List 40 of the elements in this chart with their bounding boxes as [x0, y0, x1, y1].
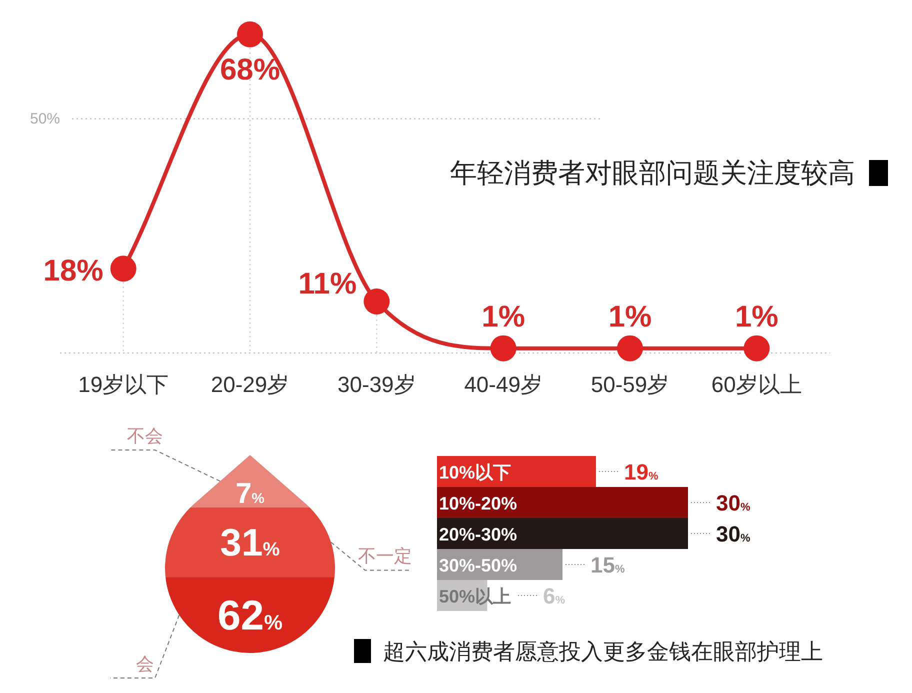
data-label: 62%: [217, 592, 283, 639]
point: [364, 288, 390, 314]
data-label: 30%: [716, 522, 750, 546]
data-label: 11%: [298, 267, 357, 300]
x-tick-label: 60岁以上: [711, 372, 802, 397]
data-label: 6%: [543, 584, 566, 608]
y-tick-label: 50%以上: [439, 586, 512, 606]
text: 超六成消费者愿意投入更多金钱在眼部护理上: [383, 639, 823, 664]
bar: [437, 518, 688, 549]
point: [110, 256, 136, 282]
y-tick-label: 20%-30%: [439, 524, 518, 544]
bar: [437, 456, 596, 487]
y-tick-label: 10%-20%: [439, 494, 518, 514]
x-tick-label: 30-39岁: [338, 372, 416, 397]
category-label: 不会: [127, 426, 163, 446]
ref-line-label: 50%: [30, 110, 60, 128]
data-label: 31%: [220, 522, 280, 565]
y-tick-label: 10%以下: [439, 462, 512, 482]
bar: [437, 487, 688, 518]
x-tick-label: 19岁以下: [78, 372, 169, 397]
data-label: 1%: [734, 300, 778, 334]
data-label: 1%: [608, 300, 652, 334]
point: [744, 335, 770, 362]
text: 年轻消费者对眼部问题关注度较高: [450, 158, 855, 188]
x-tick-label: 40-49岁: [464, 372, 542, 397]
data-label: 1%: [482, 300, 526, 334]
category-label: 不一定: [358, 546, 412, 566]
data-label: 18%: [43, 254, 104, 288]
data-label: 7%: [236, 478, 265, 510]
data-label: 19%: [624, 460, 658, 484]
point: [617, 335, 643, 362]
data-label: 68%: [220, 53, 280, 86]
data-label: 15%: [590, 552, 625, 578]
data-label: 30%: [716, 490, 750, 516]
point: [490, 335, 516, 362]
x-tick-label: 20-29岁: [210, 372, 290, 397]
point: [237, 21, 263, 48]
category-label: 会: [136, 654, 154, 674]
x-tick-label: 50-59岁: [590, 372, 670, 397]
y-tick-label: 30%-50%: [439, 556, 518, 576]
